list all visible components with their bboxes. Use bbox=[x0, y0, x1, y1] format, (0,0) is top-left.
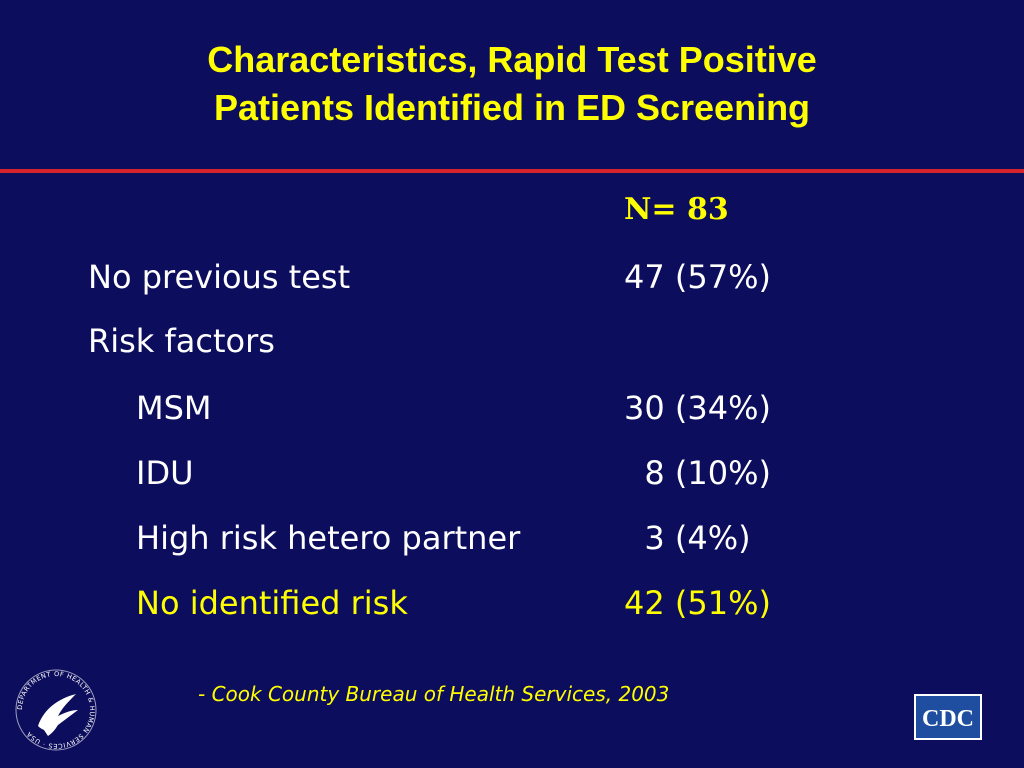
column-header-n: N= 83 bbox=[624, 192, 729, 227]
slide-title: Characteristics, Rapid Test Positive Pat… bbox=[0, 36, 1024, 132]
row-value: 3 (4%) bbox=[624, 519, 751, 557]
table-row: Risk factors bbox=[0, 322, 1024, 372]
hhs-seal-logo: DEPARTMENT OF HEALTH & HUMAN SERVICES · … bbox=[15, 669, 97, 751]
title-line-2: Patients Identified in ED Screening bbox=[213, 87, 811, 128]
table-row: No previous test 47 (57%) bbox=[0, 258, 1024, 308]
table-row: MSM 30 (34%) bbox=[0, 389, 1024, 439]
row-value: 47 (57%) bbox=[624, 258, 771, 296]
source-citation: - Cook County Bureau of Health Services,… bbox=[198, 682, 670, 706]
title-divider bbox=[0, 169, 1024, 173]
table-row-highlight: No identified risk 42 (51%) bbox=[0, 584, 1024, 634]
title-line-1: Characteristics, Rapid Test Positive bbox=[207, 39, 817, 80]
table-row: High risk hetero partner 3 (4%) bbox=[0, 519, 1024, 569]
cdc-logo-text: CDC bbox=[922, 706, 974, 732]
row-value: 42 (51%) bbox=[624, 584, 771, 622]
row-label: No previous test bbox=[88, 258, 351, 296]
row-label: IDU bbox=[136, 454, 194, 492]
row-label: High risk hetero partner bbox=[136, 519, 521, 557]
row-value: 30 (34%) bbox=[624, 389, 771, 427]
row-label: No identified risk bbox=[136, 584, 408, 622]
row-value: 8 (10%) bbox=[624, 454, 771, 492]
cdc-logo: CDC bbox=[914, 694, 982, 740]
row-label: Risk factors bbox=[88, 322, 275, 360]
table-row: IDU 8 (10%) bbox=[0, 454, 1024, 504]
row-label: MSM bbox=[136, 389, 212, 427]
